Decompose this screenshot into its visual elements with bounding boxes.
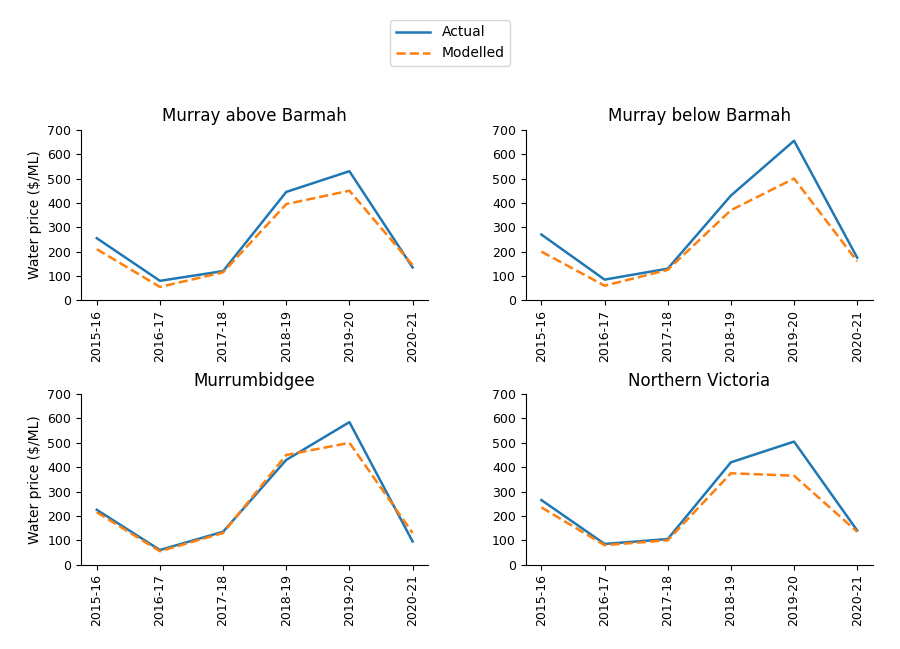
Line: Actual: Actual <box>97 171 412 281</box>
Y-axis label: Water price ($/ML): Water price ($/ML) <box>28 151 41 280</box>
Title: Murray above Barmah: Murray above Barmah <box>162 108 347 125</box>
Actual <box>851 526 862 534</box>
Modelled <box>536 248 547 256</box>
Legend: Actual, Modelled: Actual, Modelled <box>390 20 510 66</box>
Actual <box>725 191 736 199</box>
Line: Modelled: Modelled <box>97 443 412 551</box>
Modelled <box>155 283 166 291</box>
Actual <box>662 265 673 273</box>
Modelled <box>599 282 610 289</box>
Modelled <box>536 504 547 511</box>
Modelled <box>281 451 292 459</box>
Title: Murray below Barmah: Murray below Barmah <box>608 108 791 125</box>
Title: Murrumbidgee: Murrumbidgee <box>194 372 316 390</box>
Actual <box>281 188 292 196</box>
Actual <box>218 267 229 275</box>
Modelled <box>407 529 418 537</box>
Actual <box>281 456 292 464</box>
Actual <box>92 234 103 242</box>
Actual <box>662 535 673 543</box>
Line: Actual: Actual <box>542 141 857 280</box>
Modelled <box>851 258 862 265</box>
Modelled <box>662 536 673 544</box>
Y-axis label: Water price ($/ML): Water price ($/ML) <box>28 415 41 544</box>
Actual <box>788 137 799 145</box>
Actual <box>407 263 418 271</box>
Actual <box>536 230 547 238</box>
Modelled <box>725 469 736 477</box>
Actual <box>407 537 418 545</box>
Actual <box>218 528 229 535</box>
Actual <box>92 506 103 514</box>
Modelled <box>155 547 166 555</box>
Modelled <box>218 269 229 276</box>
Actual <box>155 546 166 554</box>
Title: Northern Victoria: Northern Victoria <box>628 372 770 390</box>
Modelled <box>344 187 355 195</box>
Modelled <box>92 245 103 253</box>
Actual <box>344 167 355 175</box>
Modelled <box>281 200 292 208</box>
Actual <box>344 418 355 426</box>
Modelled <box>725 206 736 214</box>
Modelled <box>407 261 418 269</box>
Line: Modelled: Modelled <box>97 191 412 287</box>
Actual <box>851 254 862 262</box>
Line: Modelled: Modelled <box>542 178 857 286</box>
Actual <box>599 276 610 284</box>
Line: Actual: Actual <box>542 441 857 544</box>
Modelled <box>344 439 355 447</box>
Modelled <box>851 528 862 535</box>
Actual <box>536 496 547 504</box>
Actual <box>788 437 799 445</box>
Modelled <box>92 508 103 516</box>
Line: Modelled: Modelled <box>542 473 857 545</box>
Actual <box>155 277 166 285</box>
Actual <box>599 540 610 548</box>
Modelled <box>218 529 229 537</box>
Modelled <box>788 472 799 480</box>
Line: Actual: Actual <box>97 422 412 550</box>
Modelled <box>599 541 610 549</box>
Modelled <box>662 266 673 274</box>
Modelled <box>788 175 799 182</box>
Actual <box>725 458 736 466</box>
